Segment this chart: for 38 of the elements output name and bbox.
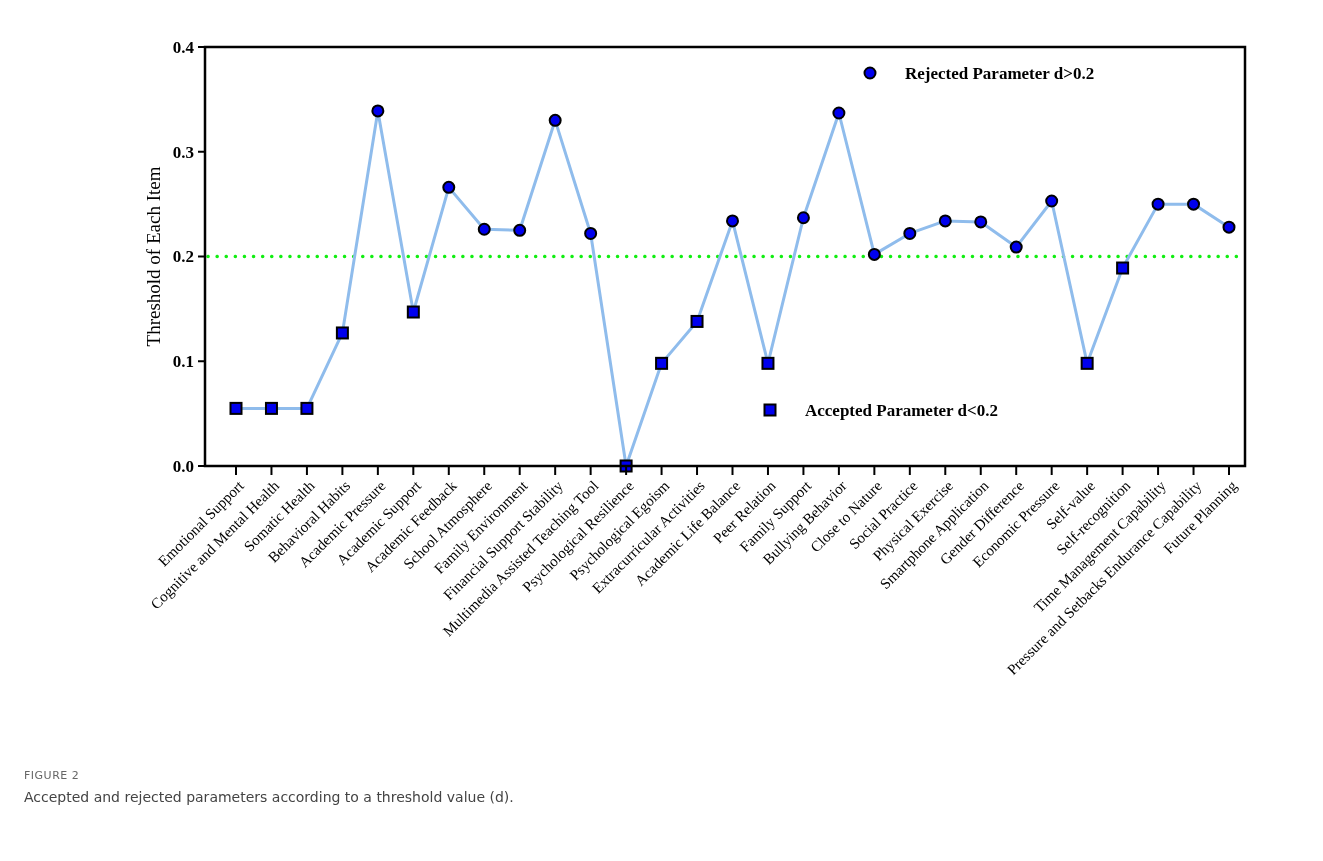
point [548,113,562,127]
point [1151,197,1165,211]
point [513,223,527,237]
y-tick-label: 0.4 [172,37,195,57]
point [1080,356,1094,370]
y-tick-label: 0.0 [172,456,194,476]
point [229,401,243,415]
y-tick-label: 0.3 [172,142,194,162]
point [442,180,456,194]
point [867,247,881,261]
point [796,211,810,225]
point [477,222,491,236]
point [264,401,278,415]
legend-label: Accepted Parameter d<0.2 [805,400,999,420]
point [1116,261,1130,275]
y-axis-title: Threshold of Each Item [143,166,164,347]
text: Accepted and rejected parameters according to a threshold value (d). [24,789,514,805]
point [974,215,988,229]
point [371,104,385,118]
point [655,356,669,370]
point [938,214,952,228]
point [335,326,349,340]
y-tick-label: 0.2 [172,247,194,267]
point [1009,240,1023,254]
point [690,314,704,328]
point [584,226,598,240]
point [300,401,314,415]
point [903,226,917,240]
point [1222,220,1236,234]
point [832,106,846,120]
point [1045,194,1059,208]
caption: FIGURE 2 [24,769,80,782]
y-tick-label: 0.1 [172,352,194,372]
legend-label: Rejected Parameter d>0.2 [905,63,1095,83]
point [761,356,775,370]
point [1187,197,1201,211]
point [406,305,420,319]
point [726,214,739,228]
